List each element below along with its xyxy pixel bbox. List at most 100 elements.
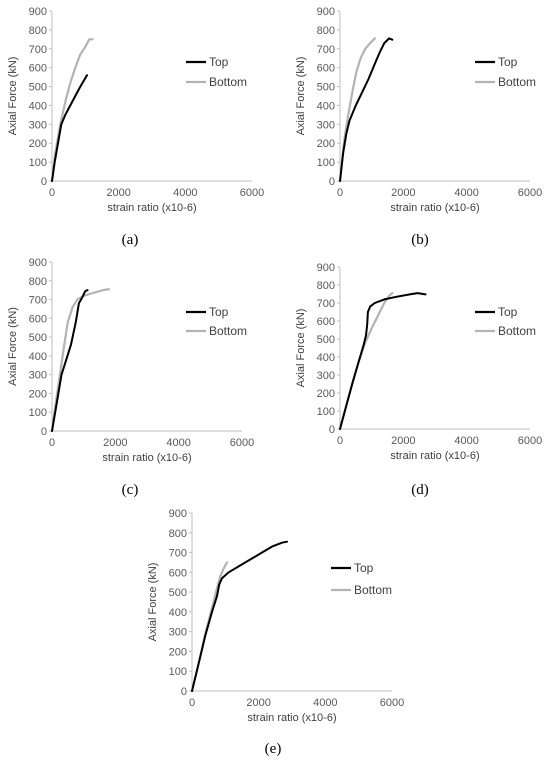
series-line-top bbox=[339, 37, 394, 182]
y-tick-label: 700 bbox=[169, 548, 187, 560]
y-tick-label: 400 bbox=[169, 607, 187, 619]
x-tick-label: 2000 bbox=[391, 187, 415, 199]
legend-label-bottom: Bottom bbox=[209, 324, 247, 338]
y-tick-label: 900 bbox=[317, 6, 335, 18]
x-tick-label: 6000 bbox=[380, 697, 404, 709]
legend-label-bottom: Bottom bbox=[354, 583, 392, 597]
y-tick-label: 600 bbox=[317, 63, 335, 75]
y-axis-label: Axial Force (kN) bbox=[147, 563, 159, 642]
x-axis-label: strain ratio (x10-6) bbox=[390, 450, 479, 462]
x-tick-label: 2000 bbox=[106, 187, 130, 199]
y-tick-label: 800 bbox=[29, 276, 47, 288]
x-tick-label: 6000 bbox=[240, 187, 264, 199]
y-axis-label: Axial Force (kN) bbox=[7, 57, 19, 136]
x-tick-label: 4000 bbox=[454, 435, 478, 447]
y-tick-label: 300 bbox=[317, 119, 335, 131]
panel-label: (a) bbox=[122, 232, 139, 248]
series-line-top bbox=[339, 292, 427, 430]
x-tick-label: 2000 bbox=[391, 435, 415, 447]
x-tick-label: 0 bbox=[49, 437, 55, 449]
x-axis-label: strain ratio (x10-6) bbox=[247, 712, 336, 724]
x-tick-label: 0 bbox=[337, 187, 343, 199]
y-tick-label: 100 bbox=[317, 157, 335, 169]
y-tick-label: 500 bbox=[317, 82, 335, 94]
y-axis-label: Axial Force (kN) bbox=[295, 309, 307, 388]
x-tick-label: 2000 bbox=[246, 697, 270, 709]
y-tick-label: 200 bbox=[317, 138, 335, 150]
y-tick-label: 800 bbox=[29, 25, 47, 37]
y-tick-label: 400 bbox=[29, 100, 47, 112]
y-tick-label: 200 bbox=[29, 138, 47, 150]
x-tick-label: 4000 bbox=[166, 437, 190, 449]
y-axis-label: Axial Force (kN) bbox=[7, 307, 19, 386]
y-tick-label: 900 bbox=[169, 508, 187, 520]
legend-label-top: Top bbox=[498, 55, 518, 69]
x-tick-label: 6000 bbox=[518, 435, 542, 447]
y-tick-label: 0 bbox=[181, 686, 187, 698]
x-axis-label: strain ratio (x10-6) bbox=[107, 202, 196, 214]
y-tick-label: 100 bbox=[317, 406, 335, 418]
y-tick-label: 400 bbox=[317, 100, 335, 112]
legend-label-bottom: Bottom bbox=[498, 324, 536, 338]
y-tick-label: 300 bbox=[29, 370, 47, 382]
chart-panel: 0 100 200 300 400 500 600 700 800 900 0 2000 4000 600… bbox=[147, 508, 404, 757]
y-axis-label: Axial Force (kN) bbox=[295, 57, 307, 136]
chart-panel: 0 100 200 300 400 500 600 700 800 900 0 2000 4000 600… bbox=[295, 6, 542, 248]
y-tick-label: 700 bbox=[29, 295, 47, 307]
y-tick-label: 800 bbox=[169, 528, 187, 540]
x-axis-label: strain ratio (x10-6) bbox=[102, 452, 191, 464]
x-tick-label: 0 bbox=[49, 187, 55, 199]
y-tick-label: 600 bbox=[317, 316, 335, 328]
y-tick-label: 300 bbox=[29, 119, 47, 131]
x-tick-label: 0 bbox=[189, 697, 195, 709]
y-tick-label: 700 bbox=[29, 44, 47, 56]
y-tick-label: 0 bbox=[41, 176, 47, 188]
y-tick-label: 100 bbox=[29, 157, 47, 169]
series-line-bottom bbox=[338, 37, 376, 183]
legend-label-top: Top bbox=[209, 55, 229, 69]
legend-label-bottom: Bottom bbox=[498, 75, 536, 89]
y-tick-label: 0 bbox=[329, 176, 335, 188]
series-line-bottom bbox=[338, 292, 394, 431]
y-tick-label: 100 bbox=[29, 407, 47, 419]
x-axis-label: strain ratio (x10-6) bbox=[390, 202, 479, 214]
y-tick-label: 200 bbox=[169, 646, 187, 658]
x-tick-label: 4000 bbox=[454, 187, 478, 199]
y-tick-label: 600 bbox=[169, 567, 187, 579]
y-tick-label: 0 bbox=[41, 426, 47, 438]
x-tick-label: 0 bbox=[337, 435, 343, 447]
panel-label: (d) bbox=[411, 482, 429, 498]
y-tick-label: 500 bbox=[29, 332, 47, 344]
x-tick-label: 4000 bbox=[173, 187, 197, 199]
y-tick-label: 700 bbox=[317, 44, 335, 56]
y-tick-label: 500 bbox=[317, 334, 335, 346]
series-line-top bbox=[51, 289, 89, 432]
y-tick-label: 900 bbox=[317, 262, 335, 274]
panel-label: (c) bbox=[122, 482, 139, 498]
y-tick-label: 900 bbox=[29, 257, 47, 269]
x-tick-label: 2000 bbox=[103, 437, 127, 449]
chart-panel: 0 100 200 300 400 500 600 700 800 900 0 2000 4000 600… bbox=[295, 262, 542, 498]
legend-label-top: Top bbox=[209, 305, 229, 319]
y-tick-label: 600 bbox=[29, 63, 47, 75]
chart-panel: 0 100 200 300 400 500 600 700 800 900 0 2000 4000 600… bbox=[7, 6, 264, 248]
y-tick-label: 800 bbox=[317, 25, 335, 37]
series-line-bottom bbox=[50, 288, 111, 433]
y-tick-label: 100 bbox=[169, 666, 187, 678]
y-tick-label: 400 bbox=[317, 352, 335, 364]
y-tick-label: 200 bbox=[317, 388, 335, 400]
panel-label: (e) bbox=[265, 741, 282, 757]
y-tick-label: 600 bbox=[29, 313, 47, 325]
series-line-bottom bbox=[50, 38, 94, 183]
x-tick-label: 4000 bbox=[313, 697, 337, 709]
y-tick-label: 800 bbox=[317, 280, 335, 292]
y-tick-label: 500 bbox=[169, 587, 187, 599]
legend-label-top: Top bbox=[354, 561, 374, 575]
series-line-top bbox=[51, 74, 88, 182]
x-tick-label: 6000 bbox=[230, 437, 254, 449]
y-tick-label: 400 bbox=[29, 351, 47, 363]
legend-label-bottom: Bottom bbox=[209, 75, 247, 89]
y-tick-label: 700 bbox=[317, 298, 335, 310]
chart-panel: 0 100 200 300 400 500 600 700 800 900 0 2000 4000 600… bbox=[7, 257, 254, 498]
